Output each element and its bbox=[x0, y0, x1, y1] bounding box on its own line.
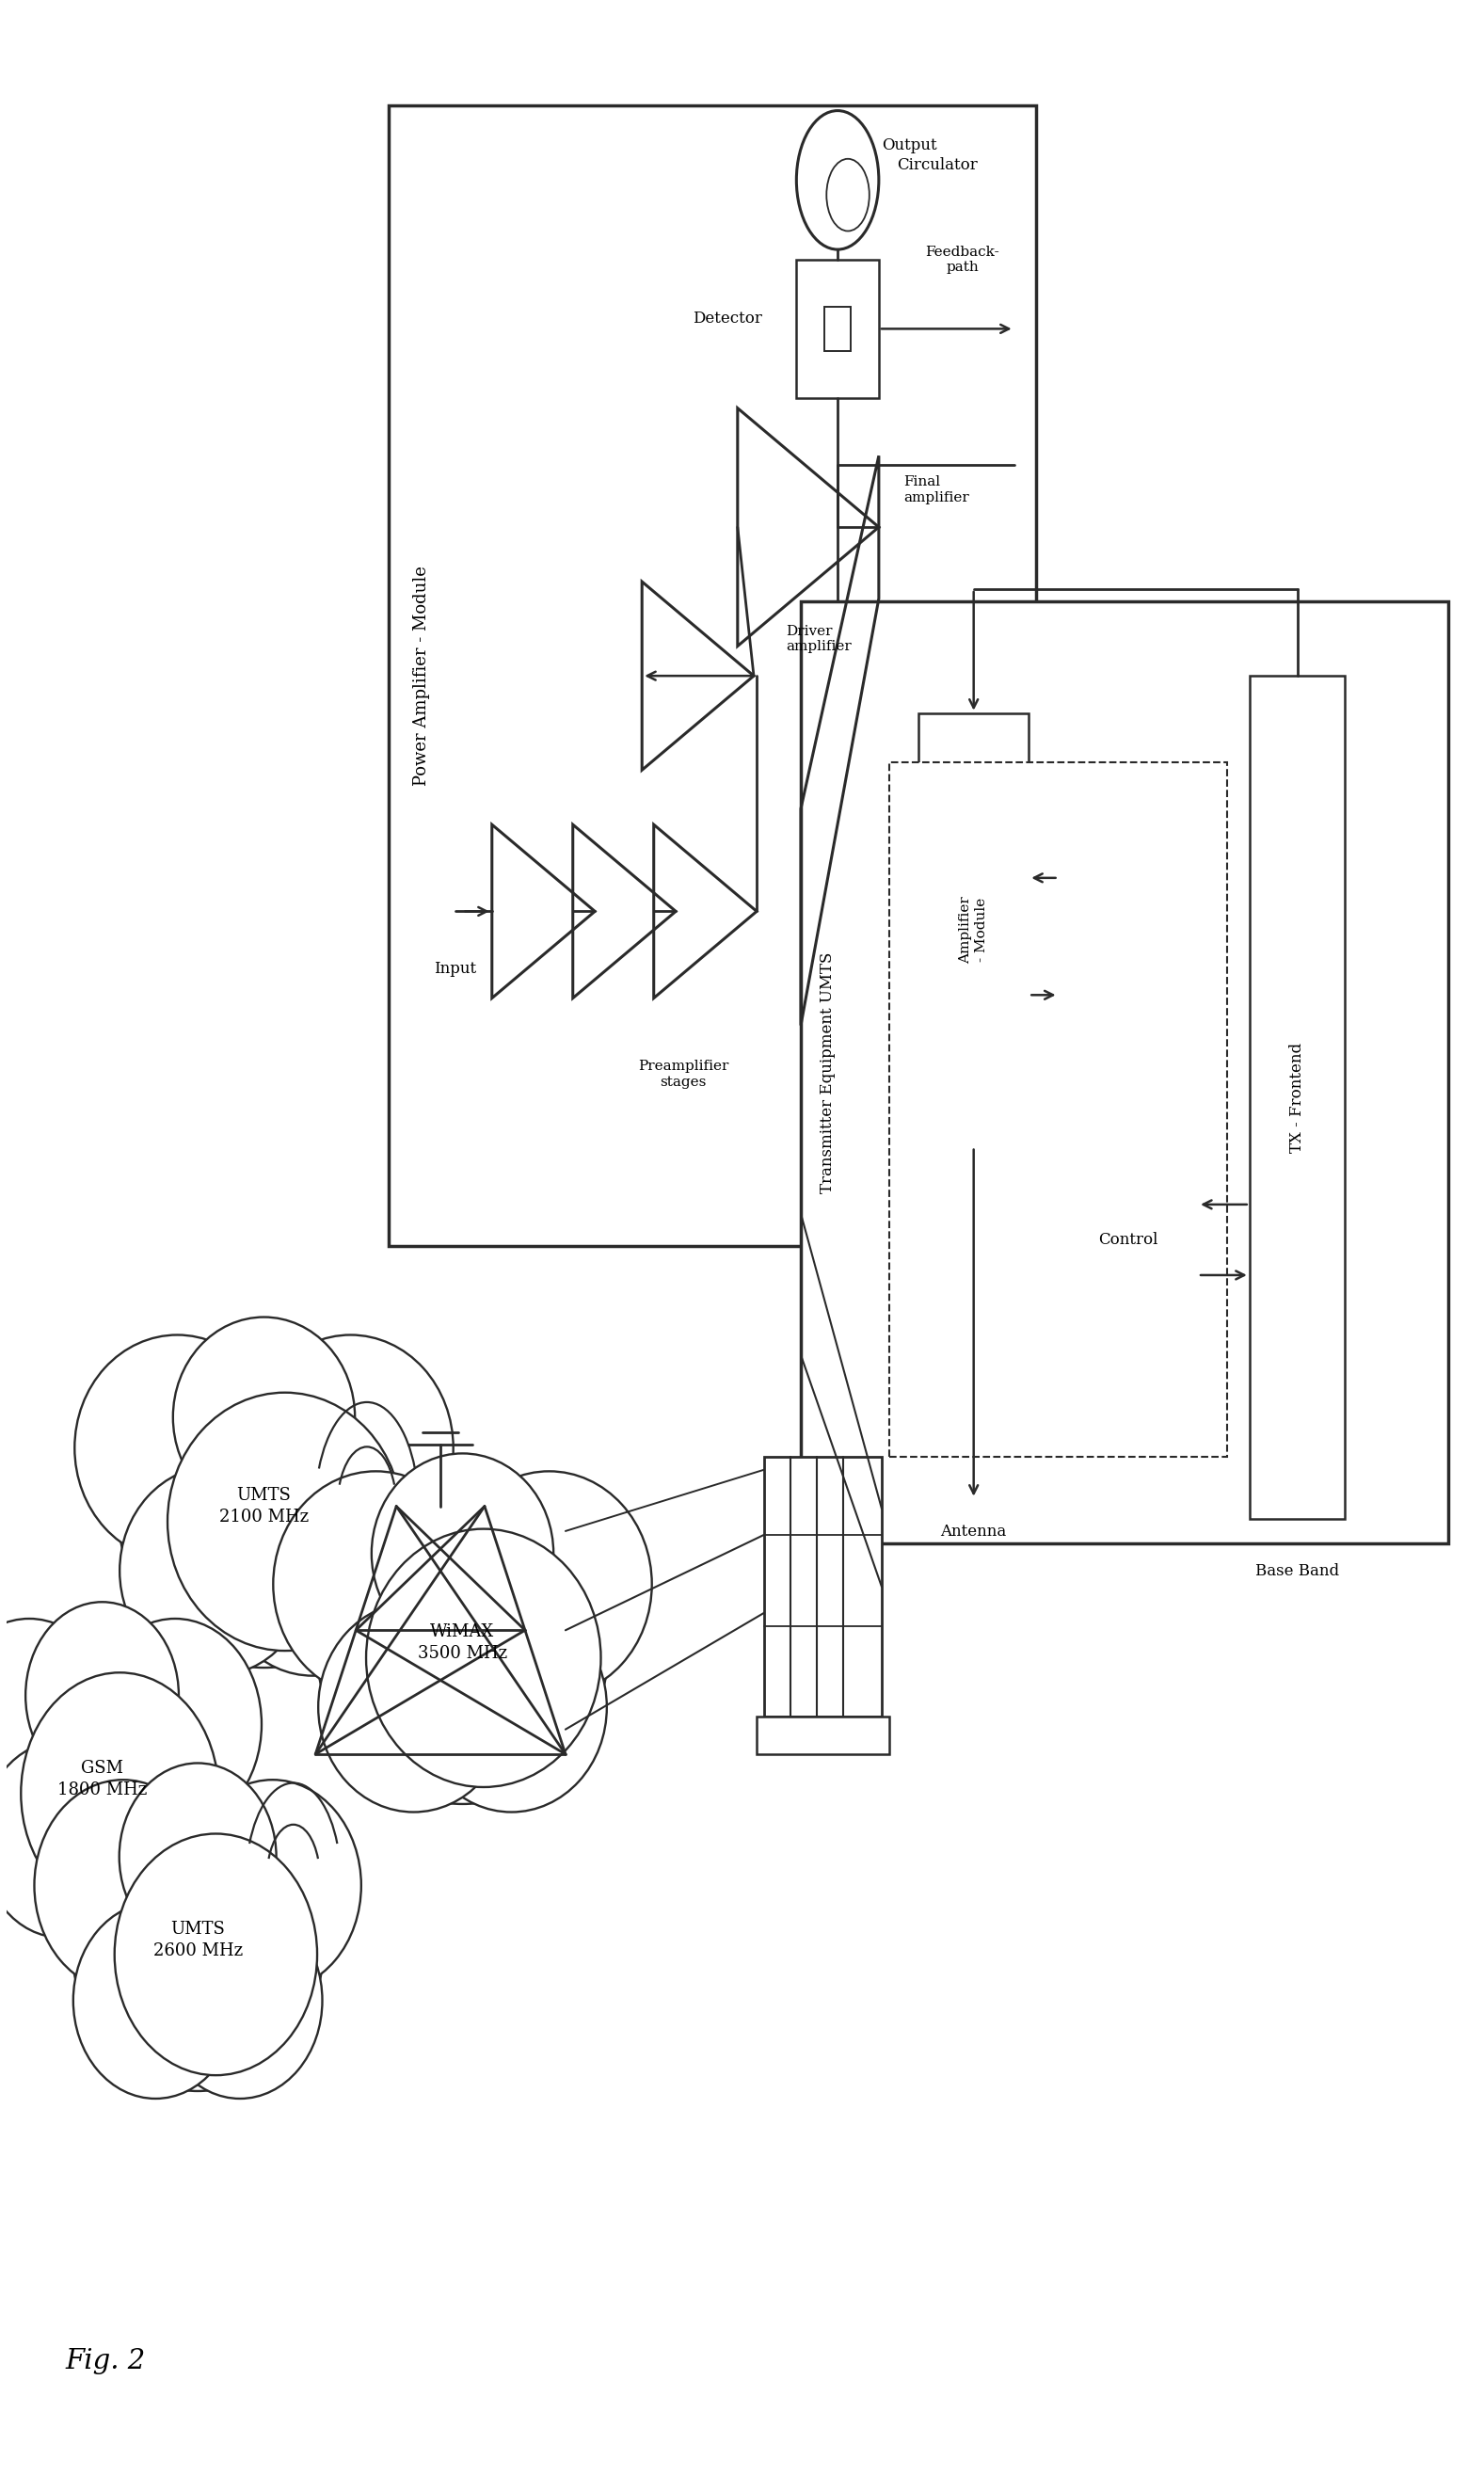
Bar bbox=[801, 601, 1448, 1543]
Ellipse shape bbox=[273, 1470, 479, 1697]
Ellipse shape bbox=[71, 1789, 325, 2091]
Ellipse shape bbox=[367, 1530, 601, 1787]
Ellipse shape bbox=[117, 1346, 411, 1667]
Text: GSM
1800 MHz: GSM 1800 MHz bbox=[58, 1759, 147, 1799]
Ellipse shape bbox=[316, 1480, 610, 1804]
Bar bbox=[825, 307, 850, 351]
Ellipse shape bbox=[120, 1465, 310, 1675]
Ellipse shape bbox=[157, 1901, 322, 2098]
Bar bbox=[919, 713, 1028, 1146]
Bar bbox=[1058, 1121, 1198, 1358]
Bar bbox=[764, 1458, 881, 1717]
Text: UMTS
2100 MHz: UMTS 2100 MHz bbox=[220, 1488, 309, 1525]
Ellipse shape bbox=[184, 1779, 361, 1991]
Ellipse shape bbox=[248, 1336, 453, 1560]
Text: Base Band: Base Band bbox=[1255, 1562, 1339, 1580]
Text: Driver
amplifier: Driver amplifier bbox=[787, 625, 852, 653]
Ellipse shape bbox=[89, 1620, 261, 1829]
Ellipse shape bbox=[74, 1336, 280, 1560]
Text: Preamplifier
stages: Preamplifier stages bbox=[638, 1059, 729, 1089]
Text: Transmitter Equipment UMTS: Transmitter Equipment UMTS bbox=[819, 952, 835, 1194]
Text: UMTS
2600 MHz: UMTS 2600 MHz bbox=[153, 1921, 242, 1959]
Text: Circulator: Circulator bbox=[896, 157, 976, 172]
Text: Control: Control bbox=[1098, 1231, 1158, 1248]
Bar bbox=[757, 1717, 889, 1754]
Bar bbox=[889, 763, 1227, 1458]
Text: Output: Output bbox=[881, 137, 936, 155]
Ellipse shape bbox=[0, 1627, 226, 1929]
Ellipse shape bbox=[119, 1764, 276, 1951]
Ellipse shape bbox=[114, 1834, 318, 2076]
Ellipse shape bbox=[34, 1779, 212, 1991]
Text: Antenna: Antenna bbox=[941, 1523, 1006, 1540]
Text: TX - Frontend: TX - Frontend bbox=[1290, 1042, 1306, 1151]
Ellipse shape bbox=[0, 1742, 141, 1936]
Text: Detector: Detector bbox=[693, 312, 763, 326]
Ellipse shape bbox=[168, 1393, 402, 1650]
Circle shape bbox=[827, 159, 870, 232]
Ellipse shape bbox=[25, 1602, 178, 1789]
Ellipse shape bbox=[447, 1470, 651, 1697]
Ellipse shape bbox=[318, 1602, 509, 1812]
Ellipse shape bbox=[416, 1602, 607, 1812]
Bar bbox=[389, 105, 1036, 1246]
Ellipse shape bbox=[371, 1453, 554, 1655]
Ellipse shape bbox=[62, 1742, 224, 1936]
Ellipse shape bbox=[21, 1672, 218, 1914]
Text: Feedback-
path: Feedback- path bbox=[926, 247, 1000, 274]
Text: Input: Input bbox=[433, 962, 476, 977]
Text: Final
amplifier: Final amplifier bbox=[904, 476, 969, 503]
Text: Amplifier
- Module: Amplifier - Module bbox=[960, 897, 988, 964]
Text: Fig. 2: Fig. 2 bbox=[65, 2347, 145, 2375]
Ellipse shape bbox=[174, 1318, 355, 1518]
Ellipse shape bbox=[218, 1465, 408, 1675]
Ellipse shape bbox=[0, 1620, 116, 1829]
Text: Power Amplifier - Module: Power Amplifier - Module bbox=[413, 566, 430, 785]
Bar bbox=[797, 259, 879, 399]
Text: WiMAX
3500 MHz: WiMAX 3500 MHz bbox=[418, 1622, 508, 1662]
Ellipse shape bbox=[73, 1901, 237, 2098]
Bar bbox=[1250, 675, 1345, 1518]
Circle shape bbox=[797, 110, 879, 249]
